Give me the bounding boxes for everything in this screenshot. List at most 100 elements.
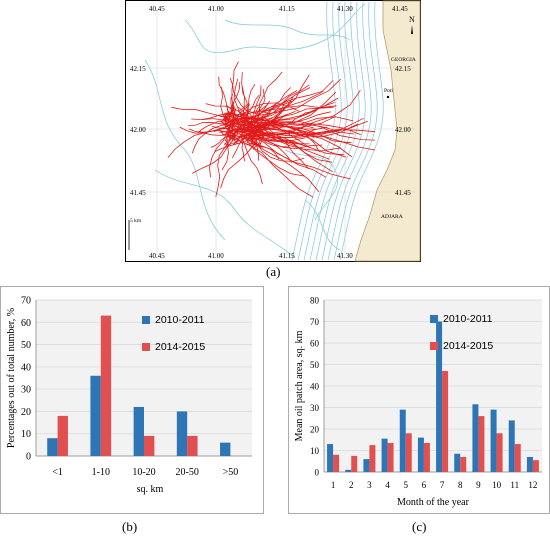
lon-label-top-1: 40.45 — [149, 5, 165, 13]
legend-swatch — [430, 342, 438, 350]
oil-track — [256, 71, 283, 123]
x-tick-label: 6 — [422, 480, 427, 490]
oil-track-core — [237, 106, 247, 115]
scale-bar: 5 km — [128, 218, 142, 250]
oil-track-core — [242, 130, 244, 132]
oil-track — [215, 137, 233, 197]
y-tick-label: 30 — [310, 403, 320, 413]
oil-track-core — [245, 123, 252, 132]
north-arrow-label: N — [409, 15, 415, 24]
oil-track-core — [260, 110, 270, 115]
oil-track — [231, 130, 342, 152]
oil-track-core — [256, 108, 263, 113]
y-tick-label: 10 — [310, 446, 320, 456]
x-tick-label: 1 — [331, 480, 336, 490]
x-tick-label: 20-50 — [176, 467, 199, 478]
bar-2010-2011-5 — [399, 409, 406, 472]
oil-track-core — [238, 123, 249, 129]
bar-2014-2015-12 — [532, 460, 539, 472]
x-tick-label: 9 — [476, 480, 481, 490]
oil-track — [257, 124, 309, 170]
oil-track — [233, 117, 347, 158]
x-tick-label: 10-20 — [132, 467, 155, 478]
legend-label: 2010-2011 — [155, 314, 205, 326]
bar-2014-2015-4 — [387, 442, 394, 472]
legend-label: 2014-2015 — [155, 341, 205, 353]
oil-track-core — [223, 120, 235, 126]
oil-track-core — [255, 123, 261, 125]
oil-track — [232, 133, 249, 159]
oil-track-core — [233, 108, 237, 118]
lon-label-top-5: 41.45 — [392, 5, 408, 13]
oil-track — [243, 90, 324, 123]
lat-label-right-1: 42.15 — [395, 65, 411, 73]
bar-2010-2011-2 — [345, 469, 352, 472]
oil-track-core — [243, 119, 250, 124]
y-tick-label: 30 — [21, 385, 31, 396]
lon-label-bottom-2: 41.00 — [208, 252, 224, 260]
oil-track-core — [260, 133, 267, 139]
legend-swatch — [142, 343, 150, 351]
oil-track-core — [262, 117, 273, 122]
oil-track-core — [253, 125, 258, 129]
oil-track-core — [219, 120, 231, 130]
x-tick-label: 5 — [404, 480, 409, 490]
oil-track — [218, 76, 231, 124]
bar-2014-2015-1 — [333, 454, 340, 472]
oil-track-core — [243, 117, 254, 120]
oil-track-core — [254, 114, 265, 124]
contour-line — [327, 1, 372, 261]
y-tick-label: 20 — [310, 425, 320, 435]
bar-2014-2015-3 — [369, 445, 376, 472]
bar-2010-2011-8 — [454, 453, 461, 472]
oil-track-core — [232, 113, 242, 118]
oil-track-core — [224, 143, 232, 146]
oil-track-core — [224, 113, 229, 123]
oil-track — [247, 116, 354, 125]
oil-track-core — [247, 122, 255, 132]
y-tick-label: 40 — [21, 362, 31, 373]
oil-track-core — [261, 108, 272, 113]
caption-c: (c) — [412, 519, 427, 534]
y-tick-label: 50 — [21, 340, 31, 351]
bar-2014-2015-9 — [478, 416, 485, 472]
oil-track-core — [248, 128, 256, 134]
contour-line — [224, 19, 351, 41]
lon-label-top-4: 41.30 — [337, 5, 353, 13]
lon-label-top-2: 41.00 — [208, 5, 224, 13]
bar-2014-2015-6 — [423, 442, 430, 472]
x-tick-label: 11 — [510, 480, 519, 490]
oil-track — [171, 106, 246, 121]
oil-track-core — [259, 140, 263, 146]
oil-track — [231, 61, 239, 117]
lat-label-right-2: 42.00 — [395, 126, 411, 134]
lon-label-bottom-1: 40.45 — [149, 252, 165, 260]
y-tick-label: 80 — [310, 296, 320, 306]
bar-2014-2015-1-10 — [100, 315, 112, 456]
x-tick-label: 7 — [440, 480, 445, 490]
contour-line — [304, 199, 341, 251]
x-axis-label: sq. km — [137, 484, 164, 495]
x-tick-label: 12 — [528, 480, 537, 490]
y-axis-label: Percentages out of total number, % — [6, 308, 17, 448]
oil-track — [238, 124, 310, 149]
bar-2014-2015-20-50 — [187, 435, 198, 456]
bar-2010-2011-10 — [490, 409, 497, 472]
oil-track-core — [231, 105, 234, 113]
x-tick-label: 4 — [385, 480, 390, 490]
oil-track — [191, 117, 256, 121]
oil-track — [228, 121, 290, 135]
oil-track-core — [247, 141, 258, 147]
lat-label-left-2: 42.00 — [130, 126, 146, 134]
oil-track — [214, 134, 258, 152]
oil-track-core — [228, 120, 233, 123]
size-distribution-chart: 0 10 20 30 40 50 60 70 <1 1-10 10-20 20-50 >50 sq. km… — [0, 286, 264, 514]
oil-track — [245, 134, 351, 180]
bar-2010-2011-9 — [472, 404, 479, 472]
oil-track-core — [230, 132, 234, 136]
oil-track — [233, 134, 320, 192]
oil-track-core — [224, 139, 228, 143]
oil-track-core — [224, 132, 230, 142]
oil-track-core — [234, 136, 244, 145]
oil-track — [255, 90, 361, 136]
